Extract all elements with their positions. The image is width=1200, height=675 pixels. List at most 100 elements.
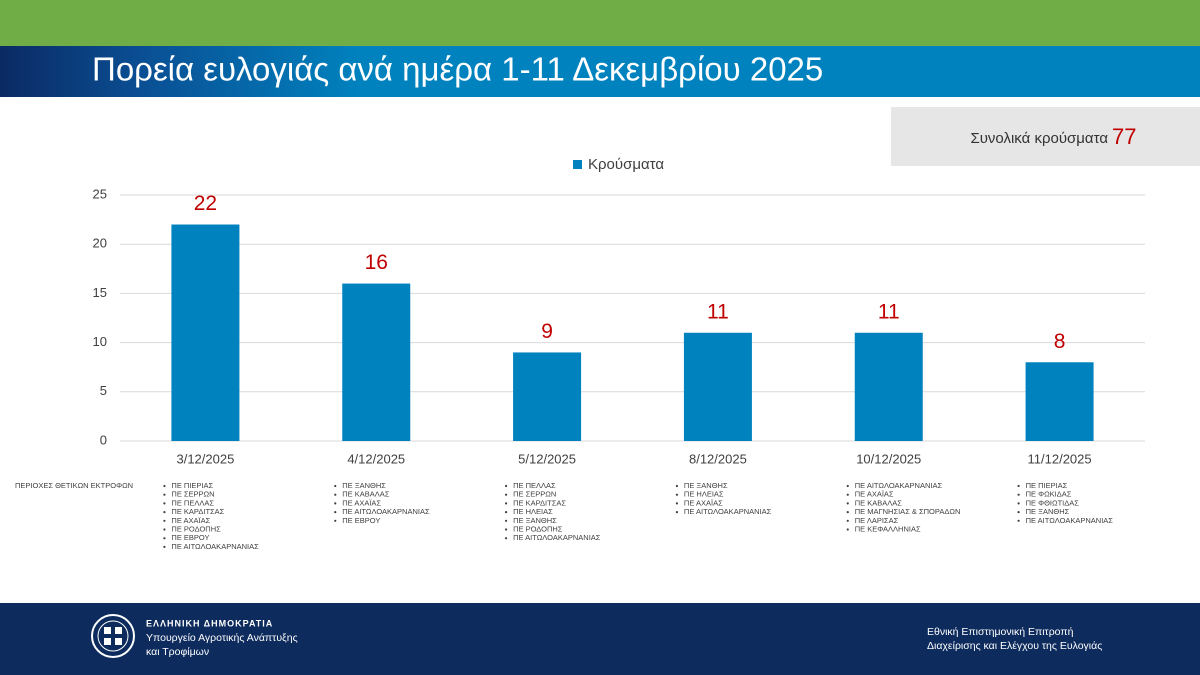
- bullet: [846, 484, 849, 488]
- y-tick-label: 15: [93, 285, 107, 300]
- legend-swatch: [573, 160, 582, 169]
- region-item: ΠΕ ΠΙΕΡΙΑΣ: [1026, 481, 1068, 490]
- footer-org: ΕΛΛΗΝΙΚΗ ΔΗΜΟΚΡΑΤΙΑ: [146, 618, 273, 628]
- region-item: ΠΕ ΚΑΒΑΛΑΣ: [342, 490, 390, 499]
- footer-committee: Διαχείρισης και Ελέγχου της Ευλογιάς: [927, 640, 1102, 652]
- region-item: ΠΕ ΞΑΝΘΗΣ: [1026, 507, 1070, 516]
- bar: [513, 352, 582, 441]
- bullet: [504, 510, 508, 514]
- bullet: [846, 493, 849, 496]
- bullet: [675, 502, 679, 505]
- bullet: [334, 484, 337, 488]
- footer-committee: Εθνική Επιστημονική Επιτροπή: [927, 626, 1074, 638]
- bullet: [1017, 484, 1020, 488]
- region-item: ΠΕ ΞΑΝΘΗΣ: [513, 516, 557, 525]
- bullet: [334, 493, 337, 496]
- region-item: ΠΕ ΚΑΒΑΛΑΣ: [855, 498, 903, 507]
- total-label: Συνολικά κρούσματα: [970, 130, 1108, 147]
- bar: [1025, 362, 1094, 441]
- bullet: [846, 502, 849, 505]
- bullet: [1017, 502, 1020, 505]
- region-item: ΠΕ ΑΙΤΩΛΟΑΚΑΡΝΑΝΙΑΣ: [342, 507, 430, 516]
- y-tick-label: 20: [93, 236, 107, 251]
- region-item: ΠΕ ΠΙΕΡΙΑΣ: [171, 481, 213, 490]
- bullet: [334, 519, 337, 522]
- region-item: ΠΕ ΗΛΕΙΑΣ: [684, 490, 724, 499]
- bullet: [846, 519, 849, 522]
- bullet: [163, 484, 166, 488]
- region-item: ΠΕ ΚΑΡΔΙΤΣΑΣ: [171, 507, 224, 516]
- footer-band: [0, 603, 1200, 675]
- footer-ministry: Υπουργείο Αγροτικής Ανάπτυξης: [146, 632, 298, 644]
- bullet: [504, 519, 508, 522]
- title-band: [0, 46, 1200, 97]
- bullet: [163, 545, 166, 549]
- bar: [854, 332, 923, 441]
- region-item: ΠΕ ΣΕΡΡΩΝ: [171, 490, 214, 499]
- bullet: [504, 484, 508, 488]
- region-item: ΠΕ ΕΒΡΟΥ: [342, 516, 380, 525]
- bullet: [334, 502, 337, 505]
- region-item: ΠΕ ΡΟΔΟΠΗΣ: [513, 524, 563, 533]
- bullet: [504, 502, 508, 505]
- region-item: ΠΕ ΑΧΑΪΑΣ: [171, 516, 210, 525]
- bullet: [334, 510, 337, 514]
- bullet: [163, 502, 166, 505]
- region-item: ΠΕ ΠΕΛΛΑΣ: [171, 498, 214, 507]
- y-tick-label: 25: [93, 186, 107, 201]
- chart: 0 5 10 15 20 25 Κρούσματα 3/12/2025 22 ΠΕ ΠΙΕΡΙΑΣ…: [93, 156, 1145, 551]
- region-item: ΠΕ ΡΟΔΟΠΗΣ: [171, 524, 221, 533]
- region-item: ΠΕ ΑΙΤΩΛΟΑΚΑΡΝΑΝΙΑΣ: [1026, 516, 1114, 525]
- region-item: ΠΕ ΗΛΕΙΑΣ: [513, 507, 553, 516]
- region-item: ΠΕ ΚΑΡΔΙΤΣΑΣ: [513, 498, 566, 507]
- data-label: 16: [365, 251, 388, 274]
- region-item: ΠΕ ΑΧΑΪΑΣ: [684, 498, 723, 507]
- region-item: ΠΕ ΑΙΤΩΛΟΑΚΑΡΝΑΝΙΑΣ: [684, 507, 772, 516]
- bullet: [675, 484, 679, 488]
- region-item: ΠΕ ΜΑΓΝΗΣΙΑΣ & ΣΠΟΡΑΔΩΝ: [855, 507, 961, 516]
- bar: [171, 224, 240, 441]
- bullet: [1017, 493, 1020, 496]
- data-label: 11: [878, 300, 900, 323]
- bullet: [675, 510, 679, 514]
- x-tick-label: 8/12/2025: [689, 451, 747, 466]
- total-box: [891, 107, 1200, 166]
- logo: [91, 614, 135, 658]
- region-item: ΠΕ ΦΘΙΩΤΙΔΑΣ: [1026, 498, 1080, 507]
- region-item: ΠΕ ΚΕΦΑΛΛΗΝΙΑΣ: [855, 524, 921, 533]
- bullet: [504, 528, 508, 531]
- data-label: 9: [541, 320, 553, 343]
- bullet: [504, 493, 508, 496]
- y-tick-label: 10: [93, 334, 107, 349]
- region-item: ΠΕ ΞΑΝΘΗΣ: [342, 481, 386, 490]
- bullet: [504, 537, 508, 540]
- slide-title: Πορεία ευλογιάς ανά ημέρα 1-11 Δεκεμβρίο…: [92, 51, 823, 88]
- bar: [683, 332, 752, 441]
- region-item: ΠΕ ΑΧΑΪΑΣ: [342, 498, 381, 507]
- bullet: [163, 510, 166, 514]
- bullet: [846, 528, 849, 531]
- x-tick-label: 10/12/2025: [856, 451, 921, 466]
- region-item: ΠΕ ΦΩΚΙΔΑΣ: [1026, 490, 1072, 499]
- data-label: 11: [707, 300, 729, 323]
- region-item: ΠΕ ΠΕΛΛΑΣ: [513, 481, 556, 490]
- region-item: ΠΕ ΛΑΡΙΣΑΣ: [855, 516, 899, 525]
- region-item: ΠΕ ΑΙΤΩΛΟΑΚΑΡΝΑΝΙΑΣ: [855, 481, 943, 490]
- x-tick-label: 4/12/2025: [347, 451, 405, 466]
- bullet: [675, 493, 679, 496]
- x-tick-label: 5/12/2025: [518, 451, 576, 466]
- x-tick-label: 11/12/2025: [1028, 451, 1092, 466]
- regions-title: ΠΕΡΙΟΧΕΣ ΘΕΤΙΚΩΝ ΕΚΤΡΟΦΩΝ: [15, 481, 133, 490]
- region-item: ΠΕ ΞΑΝΘΗΣ: [684, 481, 728, 490]
- bullet: [1017, 519, 1020, 522]
- bullet: [163, 519, 166, 522]
- footer-ministry: και Τροφίμων: [146, 646, 209, 658]
- total-value: 77: [1112, 124, 1136, 149]
- region-item: ΠΕ ΑΙΤΩΛΟΑΚΑΡΝΑΝΙΑΣ: [513, 533, 601, 542]
- data-label: 22: [194, 192, 217, 215]
- region-item: ΠΕ ΕΒΡΟΥ: [171, 533, 209, 542]
- bullet: [163, 528, 166, 531]
- legend-label: Κρούσματα: [588, 156, 664, 173]
